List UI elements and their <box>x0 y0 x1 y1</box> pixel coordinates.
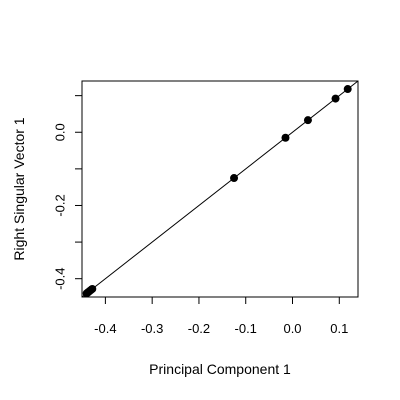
y-axis: -0.4 -0.2 0.0 <box>53 95 83 290</box>
data-point-5 <box>88 284 97 293</box>
data-point-10 <box>343 85 352 94</box>
x-tick-label-1: -0.4 <box>94 321 116 336</box>
x-tick-label-2: -0.3 <box>141 321 163 336</box>
data-point-9 <box>331 94 340 103</box>
data-point-8 <box>303 116 312 125</box>
x-tick-label-6: 0.1 <box>330 321 348 336</box>
data-point-7 <box>281 133 290 142</box>
x-axis-title: Principal Component 1 <box>149 361 291 377</box>
reference-line-layer <box>81 80 359 298</box>
x-tick-label-5: 0.0 <box>283 321 301 336</box>
data-points <box>82 85 352 298</box>
y-tick-label-3: -0.2 <box>53 194 68 216</box>
y-tick-label-5: 0.0 <box>53 123 68 141</box>
y-tick-label-1: -0.4 <box>53 267 68 289</box>
data-point-6 <box>230 174 239 183</box>
reference-line <box>81 80 359 298</box>
x-tick-label-3: -0.2 <box>188 321 210 336</box>
x-tick-label-4: -0.1 <box>235 321 257 336</box>
x-axis: -0.4 -0.3 -0.2 -0.1 0.0 0.1 <box>94 296 348 336</box>
y-axis-title: Right Singular Vector 1 <box>11 117 27 260</box>
